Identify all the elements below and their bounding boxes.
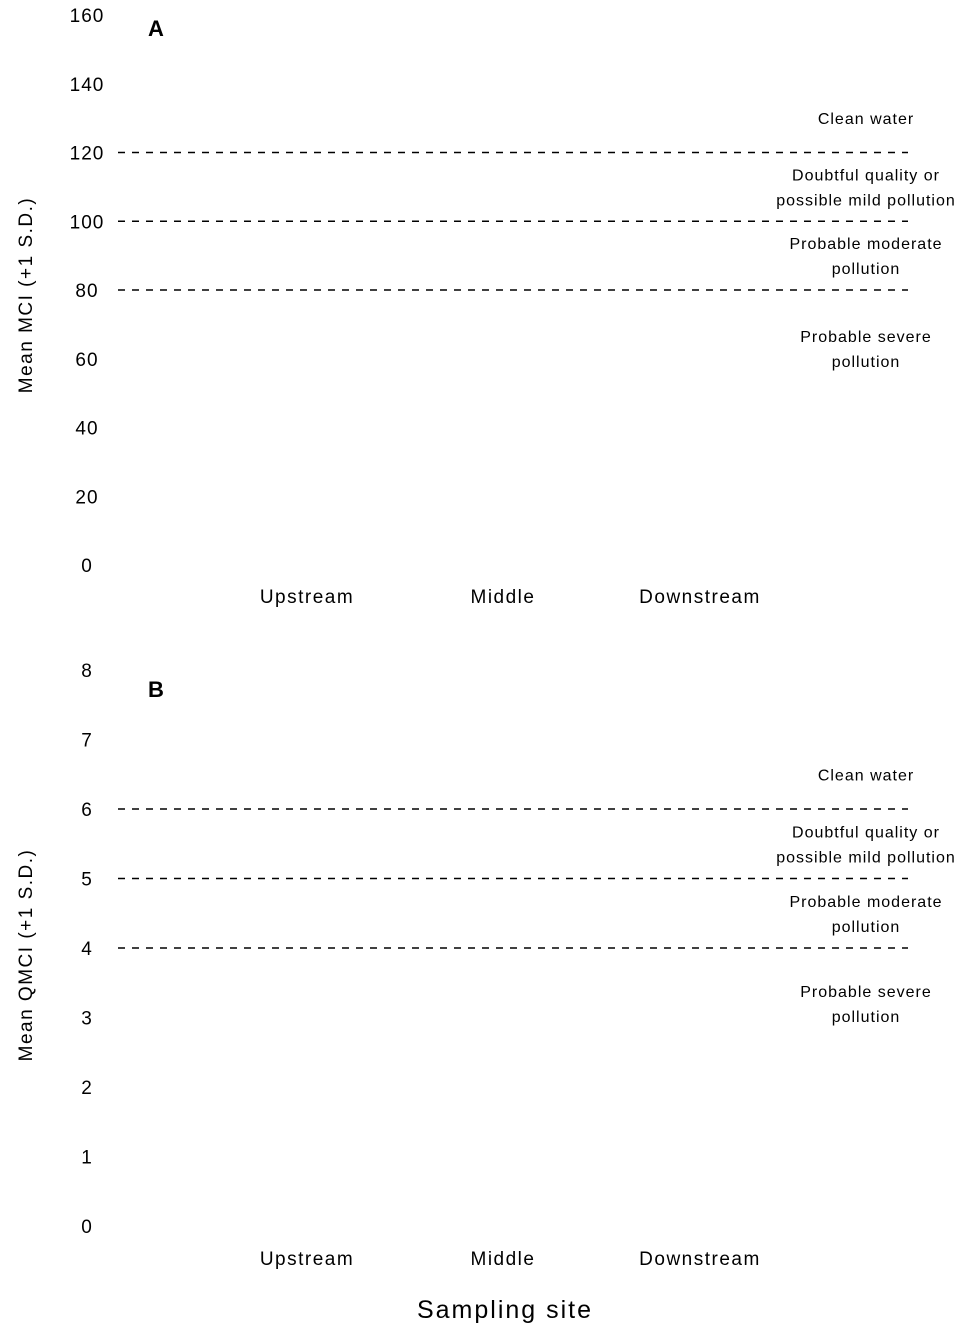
y-tick-label: 6 [81,800,93,821]
y-tick-label: 140 [70,75,105,96]
y-tick-label: 2 [81,1078,93,1099]
category-label: Upstream [260,587,354,608]
x-axis-title: Sampling site [417,1296,593,1324]
y-tick-label: 40 [75,419,98,440]
category-label: Downstream [639,587,761,608]
y-axis-title: Mean MCI (+1 S.D.) [16,197,37,393]
y-axis-title: Mean QMCI (+1 S.D.) [16,849,37,1062]
category-label: Upstream [260,1249,354,1270]
zone-label: pollution [832,354,901,371]
zone-label: possible mild pollution [776,849,956,866]
zone-label: Probable severe [800,329,932,346]
y-tick-label: 1 [81,1148,93,1169]
y-tick-label: 0 [81,1217,93,1238]
y-tick-label: 60 [75,350,98,371]
y-tick-label: 120 [70,144,105,165]
zone-label: Clean water [818,111,914,128]
y-tick-label: 80 [75,281,98,302]
zone-label: pollution [832,261,901,278]
y-tick-label: 100 [70,212,105,233]
zone-label: possible mild pollution [776,192,956,209]
y-tick-label: 5 [81,870,93,891]
panel-b: B Mean QMCI (+1 S.D.) 0 1 2 3 4 5 6 7 8 Clean water… [16,661,956,1270]
zone-label: pollution [832,1009,901,1026]
y-tick-label: 3 [81,1009,93,1030]
zone-label: Probable severe [800,984,932,1001]
zone-label: pollution [832,919,901,936]
panel-a: A Mean MCI (+1 S.D.) 0 20 40 60 80 100 120 140 160… [16,6,956,608]
y-tick-label: 160 [70,6,105,27]
y-tick-label: 0 [81,556,93,577]
zone-label: Probable moderate [789,236,942,253]
panel-label: A [148,16,164,41]
panel-label: B [148,677,164,702]
zone-label: Probable moderate [789,894,942,911]
y-tick-label: 4 [81,939,93,960]
category-label: Middle [471,1249,536,1270]
y-tick-label: 20 [75,487,98,508]
category-label: Downstream [639,1249,761,1270]
zone-label: Doubtful quality or [792,167,940,184]
zone-label: Doubtful quality or [792,824,940,841]
zone-label: Clean water [818,767,914,784]
y-tick-label: 7 [81,731,93,752]
category-label: Middle [471,587,536,608]
y-tick-label: 8 [81,661,93,682]
